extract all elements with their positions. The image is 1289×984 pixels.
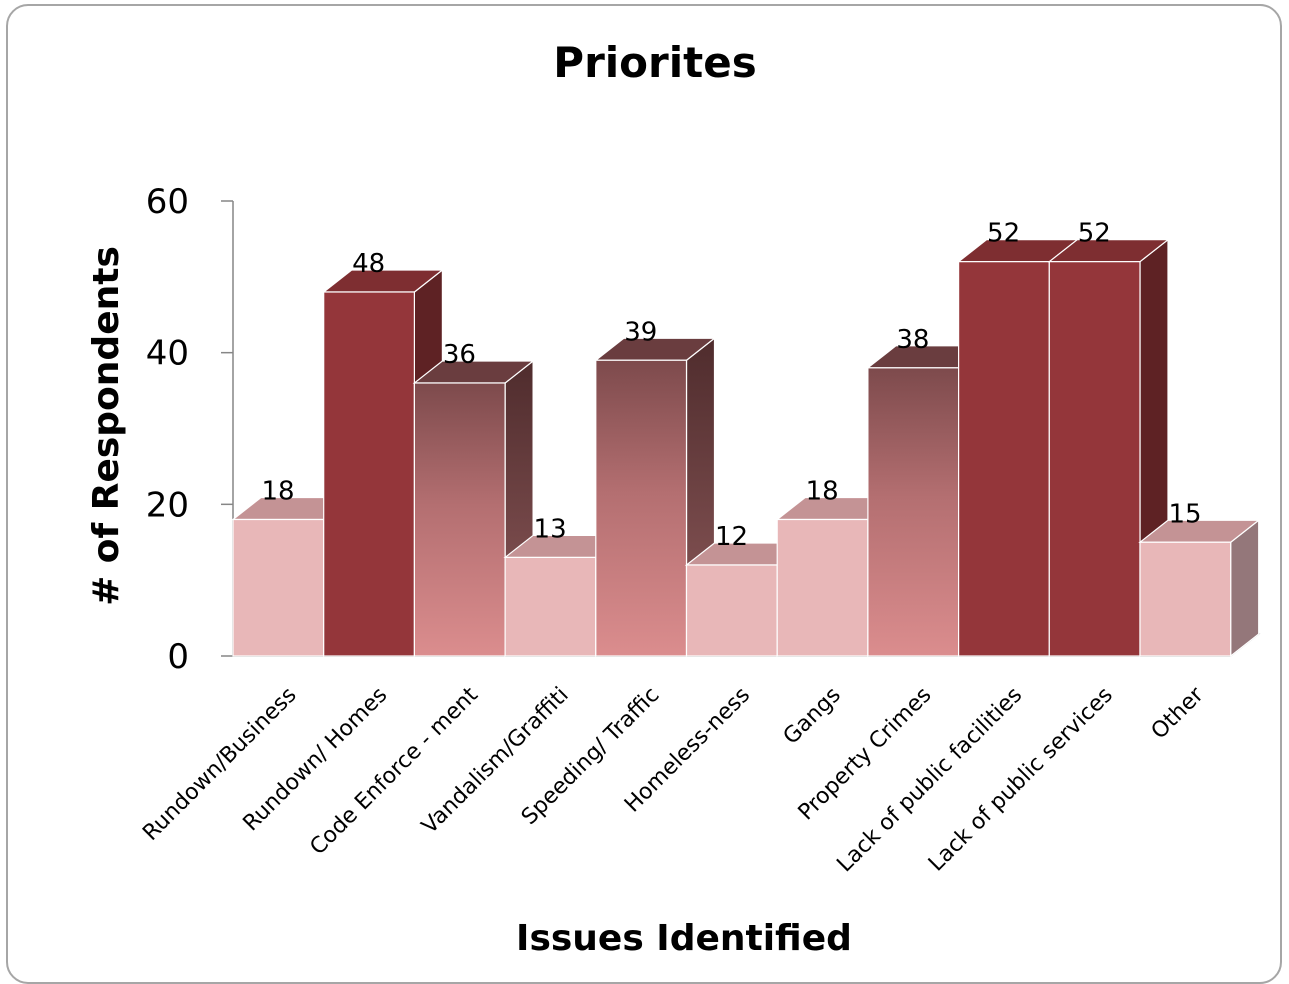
data-label: 18 xyxy=(806,477,839,507)
x-tick-label: Gangs xyxy=(779,683,846,750)
x-tick-label: Rundown/Business xyxy=(138,683,301,846)
data-label: 12 xyxy=(715,522,748,552)
bars xyxy=(233,240,1259,656)
chart-title: Priorites xyxy=(553,38,756,87)
bar xyxy=(1140,520,1259,656)
bar-front xyxy=(687,565,778,656)
bar-front xyxy=(505,557,596,656)
bar-front xyxy=(596,360,687,656)
y-tick-label: 0 xyxy=(167,637,189,677)
data-label: 13 xyxy=(534,514,567,544)
bar-front xyxy=(1140,542,1231,656)
bar-front xyxy=(868,368,959,656)
data-label: 36 xyxy=(443,340,476,370)
x-axis-title: Issues Identified xyxy=(516,918,852,959)
x-tick-label: Other xyxy=(1147,682,1210,745)
data-label: 15 xyxy=(1168,499,1201,529)
bar-front xyxy=(324,292,415,656)
data-label: 52 xyxy=(987,219,1020,249)
bar-front xyxy=(233,520,324,657)
data-label: 18 xyxy=(261,477,294,507)
y-axis-title: # of Respondents xyxy=(86,246,127,606)
data-label: 38 xyxy=(896,325,929,355)
y-tick-label: 20 xyxy=(146,485,189,525)
y-tick-label: 40 xyxy=(146,334,189,374)
bar-front xyxy=(959,262,1050,656)
bar-chart: Priorites 0 20 40 60 18 48 36 13 39 12 18 38 52 52 15… xyxy=(0,0,1289,964)
bar-front xyxy=(414,383,505,656)
bar-front xyxy=(1049,262,1140,656)
y-tick-label: 60 xyxy=(146,182,189,222)
bar-side xyxy=(1231,520,1259,656)
data-label: 39 xyxy=(624,317,657,347)
data-label: 52 xyxy=(1078,219,1111,249)
x-tick-label: Lack of public services xyxy=(924,683,1118,877)
x-tick-label: Lack of public facilities xyxy=(832,683,1027,878)
x-tick-label: Code Enforce - ment xyxy=(305,682,483,860)
y-ticks: 0 20 40 60 xyxy=(146,182,233,677)
data-label: 48 xyxy=(352,249,385,279)
bar-front xyxy=(777,520,868,657)
